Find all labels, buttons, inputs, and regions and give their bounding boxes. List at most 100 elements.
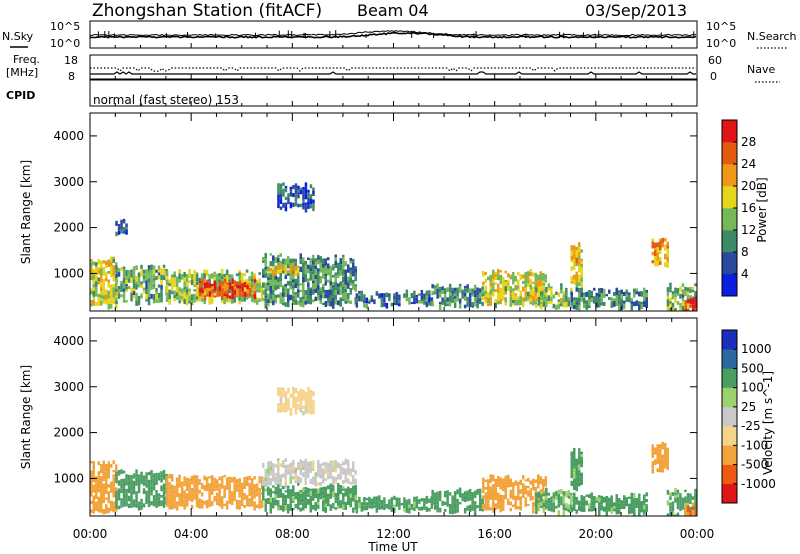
- nsky-tick-low: 10^0: [50, 37, 80, 50]
- echo-cell: [216, 292, 219, 297]
- echo-cell: [676, 301, 680, 305]
- echo-cell: [302, 205, 305, 210]
- echo-cell: [284, 396, 288, 399]
- echo-cell: [243, 284, 247, 288]
- echo-cell: [284, 490, 287, 493]
- echo-cell: [307, 201, 310, 206]
- echo-cell: [107, 473, 110, 479]
- echo-cell: [115, 274, 118, 278]
- echo-cell: [352, 270, 355, 274]
- echo-cell: [575, 257, 578, 264]
- echo-cell: [105, 289, 108, 295]
- echo-cell: [105, 484, 108, 490]
- echo-cell: [322, 490, 325, 496]
- echo-cell: [302, 282, 305, 288]
- echo-cell: [473, 290, 477, 294]
- echo-cell: [580, 479, 583, 485]
- echo-cell: [302, 497, 305, 503]
- echo-cell: [274, 297, 277, 304]
- echo-cell: [375, 290, 379, 293]
- echo-cell: [458, 283, 462, 286]
- echo-cell: [625, 289, 628, 294]
- echo-cell: [211, 286, 214, 289]
- echo-cell: [527, 503, 530, 506]
- echo-cell: [195, 491, 199, 494]
- echo-cell: [198, 288, 202, 293]
- echo-cell: [507, 479, 510, 485]
- echo-cell: [393, 302, 396, 305]
- echo-cell: [509, 478, 512, 481]
- echo-cell: [322, 267, 325, 273]
- echo-cell: [120, 505, 123, 508]
- echo-cell: [535, 296, 538, 299]
- echo-cell: [625, 296, 628, 302]
- echo-cell: [524, 297, 527, 302]
- echo-cell: [550, 294, 553, 298]
- echo-cell: [137, 277, 141, 284]
- echo-cell: [90, 488, 93, 493]
- echo-cell: [492, 274, 495, 280]
- echo-cell: [253, 501, 256, 506]
- echo-cell: [461, 289, 464, 293]
- echo-cell: [319, 287, 322, 291]
- echo-cell: [557, 496, 561, 499]
- echo-cell: [115, 223, 118, 226]
- echo-cell: [287, 464, 290, 468]
- echo-cell: [615, 301, 618, 306]
- echo-cell: [193, 479, 196, 485]
- echo-cell: [583, 496, 586, 499]
- echo-cell: [322, 500, 325, 507]
- echo-cell: [142, 503, 146, 508]
- echo-cell: [115, 277, 118, 284]
- echo-cell: [532, 272, 535, 277]
- echo-cell: [347, 499, 350, 505]
- echo-cell: [476, 299, 479, 303]
- echo-cell: [264, 263, 267, 267]
- echo-cell: [100, 277, 103, 283]
- echo-cell: [620, 304, 623, 310]
- echo-cell: [354, 286, 357, 292]
- echo-cell: [317, 504, 320, 509]
- echo-cell: [140, 268, 143, 272]
- echo-cell: [322, 302, 325, 305]
- echo-cell: [656, 454, 659, 459]
- echo-cell: [287, 193, 290, 199]
- echo-cell: [443, 493, 447, 498]
- echo-cell: [238, 288, 242, 295]
- velocity-echo-layer: [90, 386, 697, 516]
- echo-cell: [689, 304, 692, 308]
- echo-cell: [117, 226, 121, 231]
- echo-cell: [190, 475, 194, 482]
- echo-cell: [100, 294, 103, 299]
- echo-cell: [593, 496, 596, 501]
- echo-cell: [555, 491, 558, 496]
- echo-cell: [132, 282, 136, 289]
- echo-cell: [532, 292, 535, 296]
- echo-cell: [560, 303, 563, 307]
- echo-cell: [352, 283, 355, 290]
- echo-cell: [220, 296, 224, 301]
- echo-cell: [482, 281, 485, 286]
- echo-cell: [145, 294, 148, 300]
- echo-cell: [504, 280, 507, 283]
- echo-cell: [112, 477, 115, 483]
- echo-cell: [400, 502, 404, 506]
- y-tick-label: 1000: [53, 266, 84, 280]
- echo-cell: [110, 299, 113, 304]
- echo-cell: [130, 505, 133, 508]
- echo-cell: [327, 472, 330, 475]
- echo-cell: [235, 488, 239, 492]
- echo-cell: [654, 263, 657, 267]
- echo-cell: [686, 287, 690, 292]
- echo-cell: [676, 512, 680, 516]
- echo-cell: [183, 504, 186, 510]
- echo-cell: [195, 281, 199, 286]
- echo-cell: [448, 503, 452, 510]
- echo-cell: [651, 465, 654, 469]
- echo-cell: [255, 297, 259, 300]
- echo-cell: [292, 493, 295, 497]
- echo-cell: [299, 266, 302, 273]
- echo-cell: [529, 271, 532, 277]
- echo-cell: [112, 506, 115, 510]
